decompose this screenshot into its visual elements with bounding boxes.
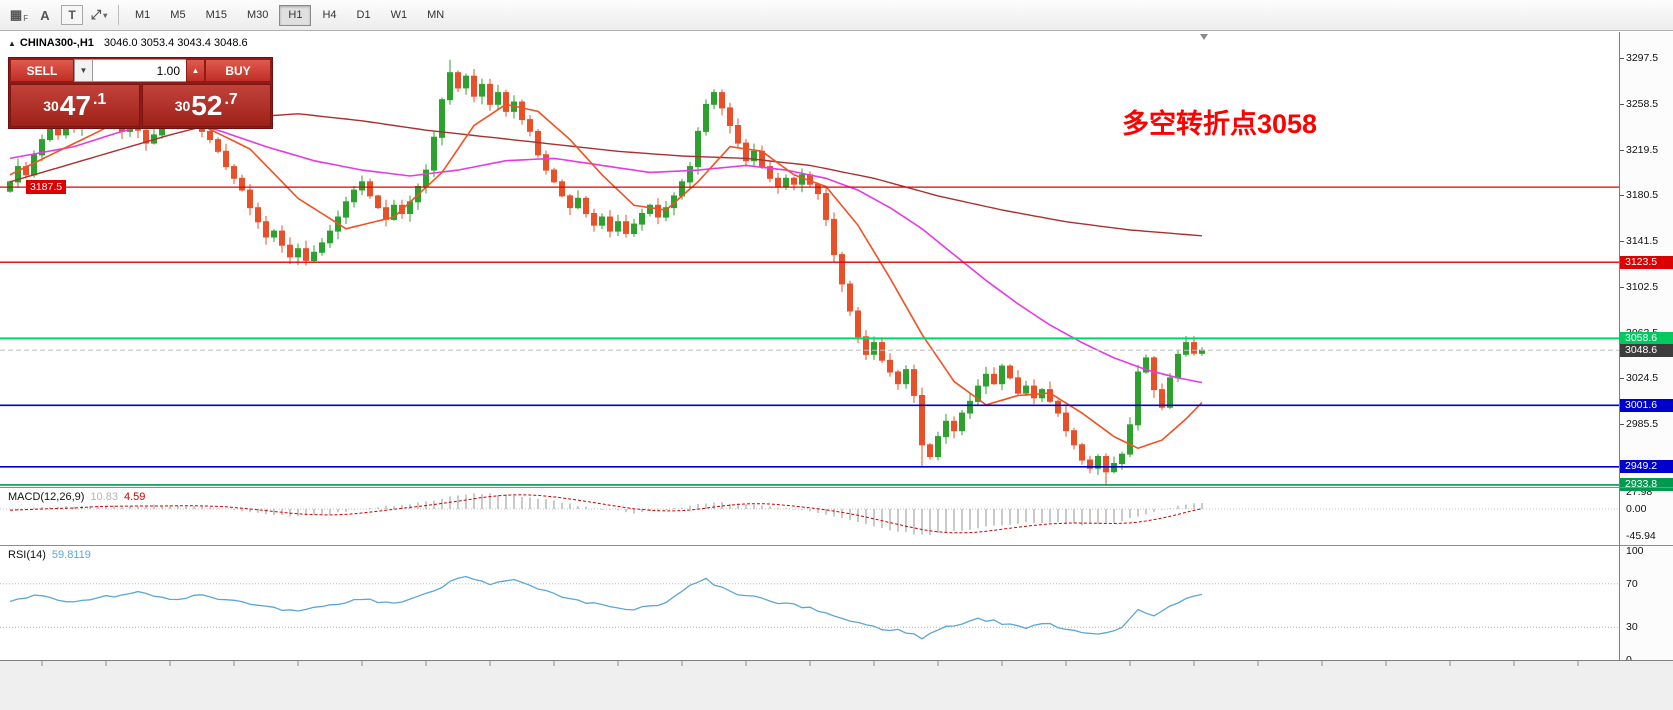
price-line-badge: 2933.8 xyxy=(1620,478,1673,492)
rsi-value: 59.8119 xyxy=(51,549,91,561)
timeframe-m5[interactable]: M5 xyxy=(161,5,194,26)
rsi-axis-label: 30 xyxy=(1626,621,1638,634)
volume-step-up-icon[interactable]: ▲ xyxy=(186,59,205,82)
price-tick-mark xyxy=(1620,58,1624,59)
time-axis-area[interactable] xyxy=(0,660,1673,710)
sell-button[interactable]: SELL xyxy=(10,59,74,82)
macd-signal-value: 4.59 xyxy=(123,491,146,503)
buy-price-tile[interactable]: 30 52.7 xyxy=(141,84,271,127)
draw-tools-icon[interactable]: ⤢ ▾ xyxy=(90,7,108,22)
timeframe-m15[interactable]: M15 xyxy=(197,5,236,26)
buy-price-decimal: .7 xyxy=(224,90,238,108)
price-tick-mark xyxy=(1620,424,1624,426)
timeframe-w1[interactable]: W1 xyxy=(382,5,417,26)
timeframe-m30[interactable]: M30 xyxy=(238,5,277,26)
annotate-a-icon[interactable]: A xyxy=(40,7,50,23)
price-line-badge: 3048.6 xyxy=(1620,343,1673,357)
chart-header: ▲ CHINA300-,H1 3046.0 3053.4 3043.4 3048.6 xyxy=(8,37,248,49)
price-tick-label: 3219.5 xyxy=(1626,143,1659,156)
price-tick-mark xyxy=(1620,195,1624,197)
price-tick-mark xyxy=(1620,103,1624,105)
toolbar-separator xyxy=(118,5,119,25)
toolbar: ▦ F A T ⤢ ▾ M1 M5 M15 M30 H1 H4 D1 W1 MN xyxy=(0,0,1673,31)
rsi-indicator-label: RSI(14) 59.8119 xyxy=(8,549,91,561)
sell-price-prefix: 30 xyxy=(43,97,59,114)
chart-canvas[interactable]: ▲ CHINA300-,H1 3046.0 3053.4 3043.4 3048.6… xyxy=(0,32,1619,660)
price-line-badge: 2949.2 xyxy=(1620,460,1673,474)
timeframe-h4[interactable]: H4 xyxy=(313,5,345,26)
price-tick-mark xyxy=(1620,286,1624,288)
chart-symbol: CHINA300-,H1 xyxy=(19,37,94,49)
rsi-name: RSI(14) xyxy=(8,549,46,561)
timeframe-buttons: M1 M5 M15 M30 H1 H4 D1 W1 MN xyxy=(125,4,454,26)
price-tick-label: 3141.5 xyxy=(1626,235,1659,248)
chart-shift-marker-icon[interactable] xyxy=(1200,34,1208,40)
price-line-badge: 3123.5 xyxy=(1620,255,1673,269)
price-tick-mark xyxy=(1620,241,1624,243)
price-tick-label: 3258.5 xyxy=(1626,97,1659,110)
hline-price-label-left: 3187.5 xyxy=(26,180,67,195)
toolbar-icons: ▦ F A T ⤢ ▾ xyxy=(6,4,112,26)
price-tick-mark xyxy=(1620,378,1624,380)
timeframe-d1[interactable]: D1 xyxy=(348,5,380,26)
panel-separator xyxy=(1620,545,1673,546)
macd-indicator-label: MACD(12,26,9) 10.83 4.59 xyxy=(8,491,145,503)
price-tick-label: 2985.5 xyxy=(1626,418,1659,431)
price-tick-label: 3297.5 xyxy=(1626,52,1659,64)
chart-annotation: 多空转折点3058 xyxy=(1122,109,1318,139)
price-tick-label: 3024.5 xyxy=(1626,372,1659,385)
buy-price-prefix: 30 xyxy=(174,97,191,114)
text-label-icon[interactable]: T xyxy=(61,5,83,25)
price-tick-label: 3180.5 xyxy=(1626,189,1659,202)
sell-price-big: 47 xyxy=(59,89,91,121)
macd-main-value: 10.83 xyxy=(90,491,118,503)
price-line-badge: 3058.6 xyxy=(1620,331,1673,345)
oneclick-toggle-icon[interactable]: ▲ xyxy=(8,39,16,48)
volume-dropdown-icon[interactable]: ▼ xyxy=(74,59,93,82)
price-tick-mark xyxy=(1620,149,1624,151)
sell-price-decimal: .1 xyxy=(92,90,107,108)
panel-separator xyxy=(1620,487,1673,488)
price-line-badge: 3001.6 xyxy=(1620,398,1673,412)
sell-price-tile[interactable]: 30 47.1 xyxy=(10,84,140,127)
time-tick-marks xyxy=(41,661,1579,666)
grid-f-icon[interactable]: ▦ F xyxy=(9,7,29,23)
price-axis[interactable]: 3297.53258.53219.53180.53141.53102.53063… xyxy=(1619,32,1673,666)
timeframe-m1[interactable]: M1 xyxy=(126,5,159,26)
buy-price-big: 52 xyxy=(191,89,223,121)
timeframe-mn[interactable]: MN xyxy=(418,5,453,26)
price-tick-label: 3102.5 xyxy=(1626,280,1659,293)
macd-axis-label: 0.00 xyxy=(1626,503,1647,515)
buy-button[interactable]: BUY xyxy=(205,59,271,82)
chart-ohlc: 3046.0 3053.4 3043.4 3048.6 xyxy=(103,37,248,49)
macd-axis-label: -45.94 xyxy=(1626,530,1656,543)
rsi-axis-label: 100 xyxy=(1626,545,1644,557)
volume-input[interactable] xyxy=(93,59,186,82)
rsi-axis-label: 70 xyxy=(1626,577,1638,590)
timeframe-h1[interactable]: H1 xyxy=(279,4,312,26)
macd-name: MACD(12,26,9) xyxy=(8,491,85,503)
